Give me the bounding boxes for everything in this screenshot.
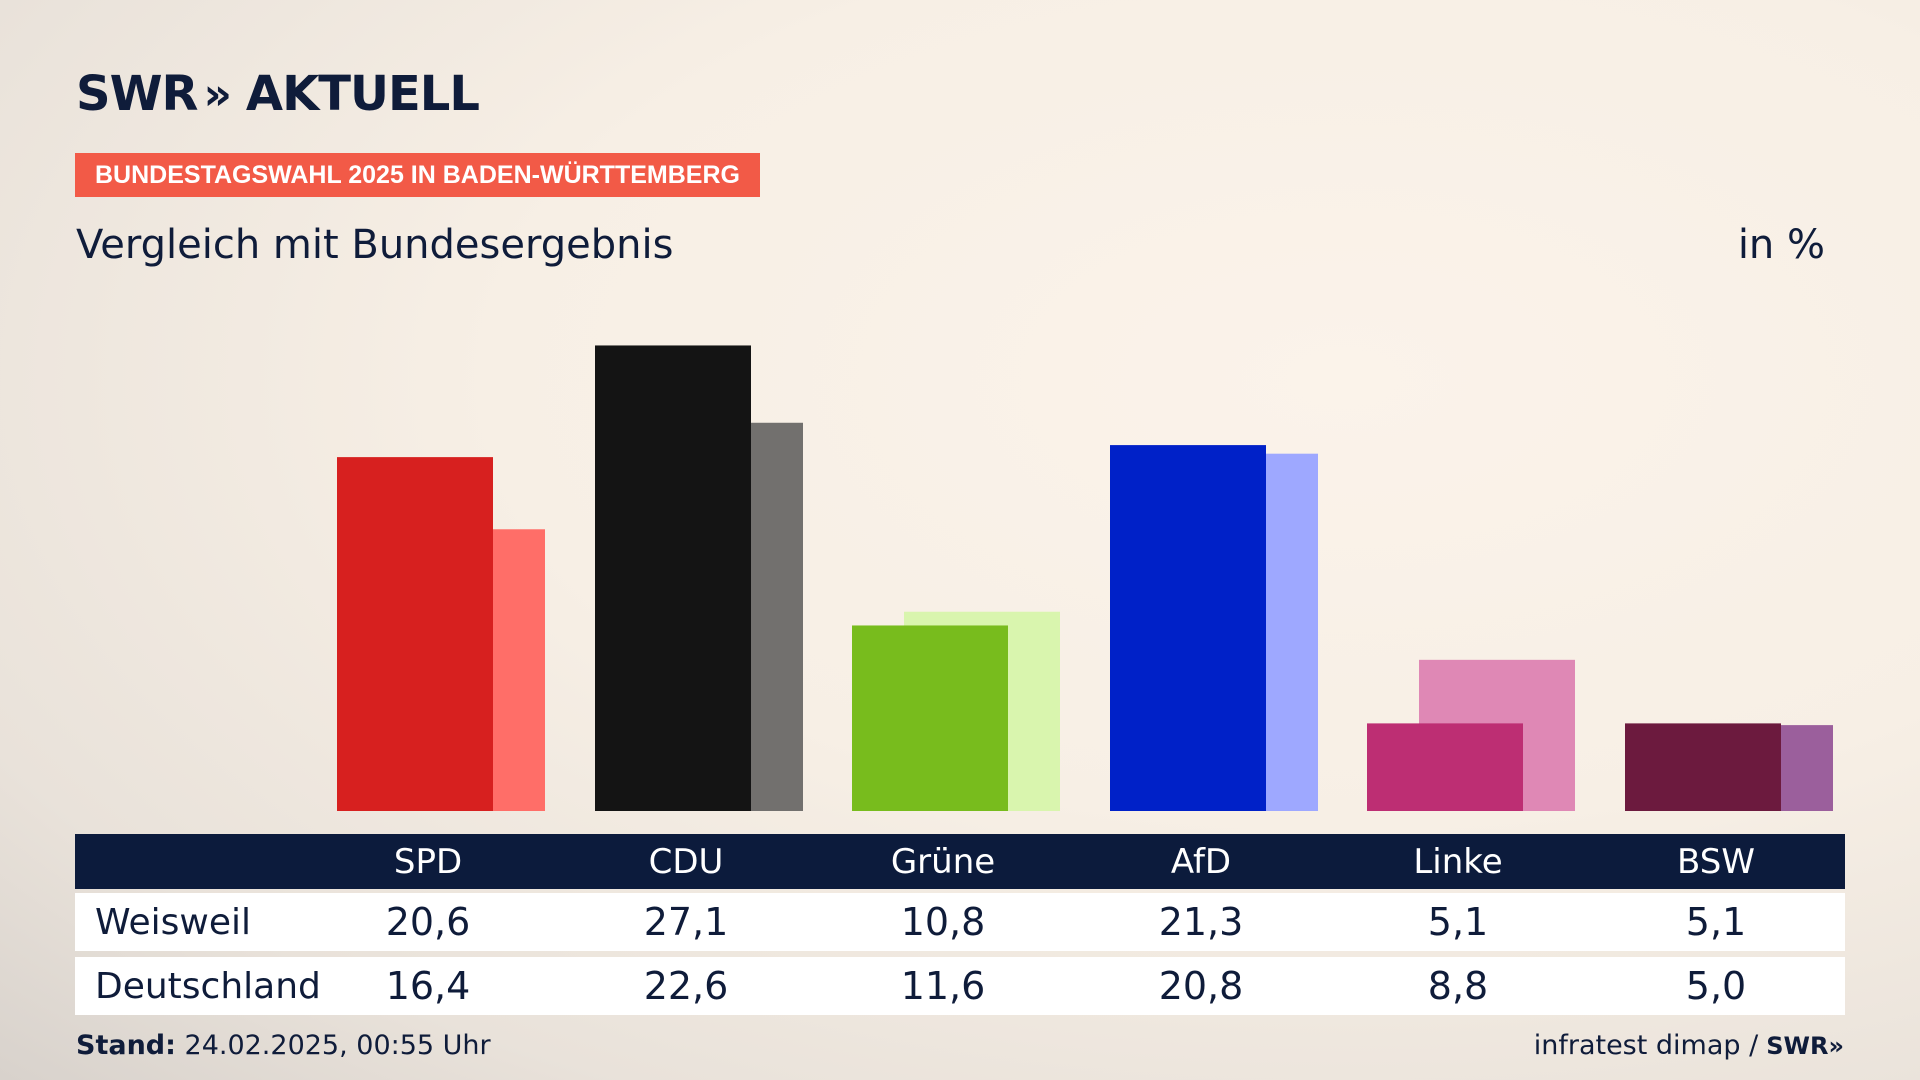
party-label-linke: Linke bbox=[1413, 841, 1503, 882]
stand-value: 24.02.2025, 00:55 Uhr bbox=[184, 1030, 491, 1061]
logo-aktuell-text: AKTUELL bbox=[245, 66, 480, 122]
value-cell-linke: 5,1 bbox=[1427, 900, 1489, 944]
swr-mini-logo: SWR» bbox=[1766, 1031, 1844, 1060]
swr-aktuell-logo: SWR » AKTUELL bbox=[76, 66, 480, 122]
logo-swr-text: SWR bbox=[76, 66, 198, 122]
party-label-spd: SPD bbox=[393, 841, 463, 882]
table-row-deutschland: Deutschland 16,4 22,6 11,6 20,8 8,8 5,0 bbox=[75, 957, 1845, 1015]
source-text: infratest dimap / bbox=[1533, 1030, 1759, 1061]
bar-weisweil-bsw bbox=[1625, 723, 1781, 811]
table-row-weisweil: Weisweil 20,6 27,1 10,8 21,3 5,1 5,1 bbox=[75, 893, 1845, 951]
value-cell-linke: 8,8 bbox=[1427, 964, 1489, 1008]
value-cell-afd: 21,3 bbox=[1158, 900, 1244, 944]
value-cell-bsw: 5,1 bbox=[1685, 900, 1747, 944]
election-banner: BUNDESTAGSWAHL 2025 IN BADEN-WÜRTTEMBERG bbox=[75, 153, 760, 197]
source-credit: infratest dimap / SWR» bbox=[1534, 1030, 1844, 1061]
party-label-bsw: BSW bbox=[1677, 841, 1755, 882]
value-cell-spd: 16,4 bbox=[385, 964, 471, 1008]
chart-subtitle: Vergleich mit Bundesergebnis bbox=[76, 222, 674, 268]
bar-weisweil-grüne bbox=[852, 625, 1008, 811]
value-cell-cdu: 22,6 bbox=[643, 964, 729, 1008]
value-cell-grüne: 11,6 bbox=[900, 964, 986, 1008]
chevron-icon: » bbox=[1828, 1031, 1844, 1060]
bar-weisweil-linke bbox=[1367, 723, 1523, 811]
value-cell-bsw: 5,0 bbox=[1685, 964, 1747, 1008]
party-label-afd: AfD bbox=[1170, 841, 1232, 882]
party-label-grüne: Grüne bbox=[890, 841, 996, 882]
timestamp: Stand: 24.02.2025, 00:55 Uhr bbox=[76, 1030, 491, 1061]
bar-weisweil-afd bbox=[1110, 445, 1266, 811]
bar-weisweil-spd bbox=[337, 457, 493, 811]
value-cell-grüne: 10,8 bbox=[900, 900, 986, 944]
party-label-cdu: CDU bbox=[648, 841, 724, 882]
value-cell-cdu: 27,1 bbox=[643, 900, 729, 944]
value-cell-spd: 20,6 bbox=[385, 900, 471, 944]
row-label: Deutschland bbox=[95, 965, 321, 1007]
row-label: Weisweil bbox=[95, 901, 251, 943]
bar-weisweil-cdu bbox=[595, 345, 751, 811]
party-header-row: SPD CDU Grüne AfD Linke BSW bbox=[75, 834, 1845, 889]
value-cell-afd: 20,8 bbox=[1158, 964, 1244, 1008]
stand-label: Stand: bbox=[76, 1030, 176, 1061]
unit-label: in % bbox=[1737, 222, 1825, 268]
